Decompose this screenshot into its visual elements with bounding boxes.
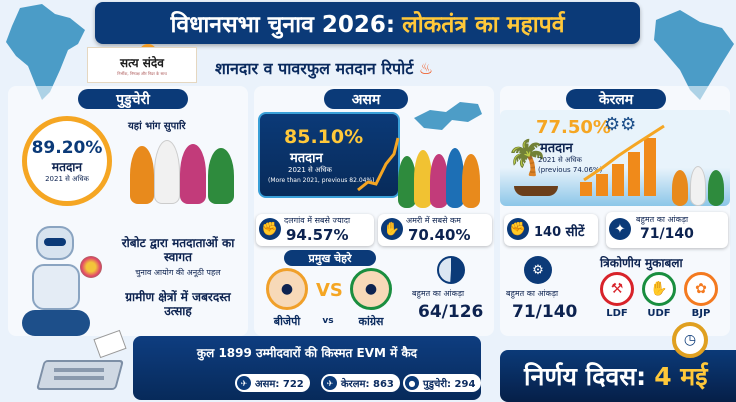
bjp-leader-avatar: ● bbox=[266, 268, 308, 310]
kerala-majority-value-2: 71/140 bbox=[512, 302, 578, 322]
assam-min-label: अमरी में सबसे कम bbox=[406, 216, 461, 225]
kerala-majority-label: बहुमत का आंकड़ा bbox=[636, 215, 689, 224]
voters-illustration bbox=[128, 136, 238, 206]
key-faces-text: प्रमुख चेहरे bbox=[308, 251, 352, 265]
subtitle-text: शानदार व पावरफुल मतदान रिपोर्ट bbox=[215, 59, 414, 78]
kerala-turnout-label: मतदान bbox=[540, 141, 573, 156]
robot-title: रोबोट द्वारा मतदाताओं का स्वागत bbox=[121, 236, 235, 264]
logo-tagline: निर्भीक, निष्पक्ष और निडर के साथ bbox=[117, 70, 167, 76]
trend-line-icon bbox=[357, 137, 400, 192]
kerala-seats-card: ✊ 140 सीटें bbox=[504, 214, 598, 246]
assam-majority-label: बहुमत का आंकड़ा bbox=[412, 289, 465, 298]
assam-min-value: 70.40% bbox=[408, 226, 471, 244]
assam-max-value: 94.57% bbox=[286, 226, 349, 244]
party-ldf-label: LDF bbox=[606, 308, 628, 319]
puducherry-candidates: पुडुचेरी: 294 bbox=[423, 379, 476, 390]
result-day-label: निर्णय दिवस: bbox=[524, 362, 647, 391]
map-pin-icon: ● bbox=[405, 376, 419, 390]
assam-max-card: ✊ दलगांव में सबसे ज्यादा 94.57% bbox=[256, 214, 374, 246]
assam-map bbox=[414, 102, 482, 130]
bjp-symbol: ✿ bbox=[684, 272, 718, 306]
vs-small-label: vs bbox=[322, 316, 334, 326]
kerala-majority-card: ✦ बहुमत का आंकड़ा 71/140 bbox=[606, 212, 728, 248]
puducherry-turnout: 89.20% bbox=[31, 138, 103, 158]
kerala-candidates: केरलम: 863 bbox=[341, 379, 394, 390]
page-title: विधानसभा चुनाव 2026: लोकतंत्र का महापर्व bbox=[95, 2, 640, 44]
puducherry-turnout-ring: 89.20% मतदान 2021 से अधिक bbox=[22, 116, 112, 206]
assam-candidates: असम: 722 bbox=[255, 379, 304, 390]
party-bjp-kerala-label: BJP bbox=[691, 308, 711, 319]
brand-logo: सत्य संदेव निर्भीक, निष्पक्ष और निडर के … bbox=[87, 47, 197, 83]
ldf-symbol: ⚒ bbox=[600, 272, 634, 306]
robot-illustration bbox=[14, 226, 104, 338]
raised-fist-icon: ✊ bbox=[507, 218, 529, 240]
assam-voters-crowd bbox=[398, 140, 490, 210]
fire-icon: ♨ bbox=[418, 59, 434, 78]
vs-label: VS bbox=[316, 280, 343, 301]
result-day-banner: निर्णय दिवस: 4 मई bbox=[500, 350, 736, 402]
footer-banner: कुल 1899 उम्मीदवारों की किस्मत EVM में क… bbox=[133, 336, 482, 400]
title-part-1: विधानसभा चुनाव 2026: bbox=[170, 12, 396, 38]
key-faces-heading: प्रमुख चेहरे bbox=[284, 250, 376, 266]
compass-icon: ✦ bbox=[609, 218, 631, 240]
assam-compare: 2021 से अधिक bbox=[288, 166, 332, 174]
india-map-left bbox=[6, 4, 85, 100]
title-part-2: लोकतंत्र का महापर्व bbox=[402, 12, 565, 38]
logo-name: सत्य संदेव bbox=[120, 55, 164, 70]
assam-compare-en: (More than 2021, previous 82.04%) bbox=[268, 177, 375, 184]
kerala-heading-text: केरलम bbox=[598, 91, 634, 108]
india-map-right bbox=[654, 10, 734, 100]
assam-candidates-chip: ✈ असम: 722 bbox=[235, 374, 310, 392]
puducherry-turnout-label: मतदान bbox=[51, 160, 83, 174]
kerala-heading: केरलम bbox=[566, 89, 666, 109]
puducherry-heading: पुडुचेरी bbox=[78, 89, 188, 109]
assam-heading: असम bbox=[324, 89, 408, 109]
target-icon: ⚙ bbox=[524, 256, 552, 284]
congress-leader-avatar: ● bbox=[350, 268, 392, 310]
kerala-compare-en: (previous 74.06%) bbox=[538, 166, 603, 174]
plane-icon: ✈ bbox=[323, 376, 337, 390]
party-bjp-label: बीजेपी bbox=[273, 315, 301, 328]
plane-icon: ✈ bbox=[237, 376, 251, 390]
assam-heading-text: असम bbox=[351, 91, 381, 108]
assam-turnout-card: 85.10% मतदान 2021 से अधिक (More than 202… bbox=[258, 112, 400, 198]
alarm-clock-icon: ◷ bbox=[672, 322, 708, 358]
kerala-candidates-chip: ✈ केरलम: 863 bbox=[321, 374, 400, 392]
assam-majority-pie bbox=[437, 256, 465, 284]
result-day-date: 4 मई bbox=[654, 362, 708, 391]
raised-hand-icon: ✋ bbox=[381, 218, 403, 240]
party-udf-label: UDF bbox=[647, 308, 671, 319]
candidates-count: कुल 1899 उम्मीदवारों की किस्मत EVM में क… bbox=[196, 346, 418, 360]
assam-max-label: दलगांव में सबसे ज्यादा bbox=[284, 216, 351, 225]
puducherry-heading-text: पुडुचेरी bbox=[116, 91, 150, 108]
raised-fist-icon: ✊ bbox=[259, 218, 281, 240]
kerala-voters bbox=[672, 164, 728, 206]
kerala-growth-bars bbox=[580, 124, 670, 196]
assam-turnout: 85.10% bbox=[284, 126, 364, 148]
party-congress-label: कांग्रेस bbox=[358, 315, 384, 328]
kerala-majority-value: 71/140 bbox=[640, 226, 694, 242]
palm-tree-icon: 🌴 bbox=[506, 138, 549, 178]
udf-symbol: ✋ bbox=[642, 272, 676, 306]
boat-icon bbox=[514, 186, 558, 196]
assam-majority-value: 64/126 bbox=[418, 302, 484, 322]
puducherry-note: यहां भांग सुपारि bbox=[128, 121, 186, 132]
kerala-contest-label: त्रिकोणीय मुकाबला bbox=[600, 256, 683, 270]
kerala-seats: 140 सीटें bbox=[534, 225, 585, 240]
flower-bouquet-icon bbox=[80, 256, 102, 278]
kerala-majority-label-2: बहुमत का आंकड़ा bbox=[506, 289, 559, 298]
puducherry-compare: 2021 से अधिक bbox=[45, 175, 89, 183]
kerala-compare: 2021 से अधिक bbox=[538, 156, 582, 164]
rural-enthusiasm: ग्रामीण क्षेत्रों में जबरदस्त उत्साह bbox=[125, 290, 231, 318]
assam-turnout-label: मतदान bbox=[290, 151, 323, 166]
gears-icon: ⚙⚙ bbox=[604, 114, 637, 135]
evm-illustration bbox=[35, 329, 132, 400]
puducherry-candidates-chip: ● पुडुचेरी: 294 bbox=[403, 374, 482, 392]
assam-min-card: ✋ अमरी में सबसे कम 70.40% bbox=[378, 214, 492, 246]
robot-subtitle: चुनाव आयोग की अनूठी पहल bbox=[135, 268, 221, 277]
kerala-turnout: 77.50% bbox=[536, 117, 611, 138]
pie-majority-slice bbox=[450, 257, 464, 283]
report-subtitle: शानदार व पावरफुल मतदान रिपोर्ट ♨ bbox=[215, 57, 433, 79]
